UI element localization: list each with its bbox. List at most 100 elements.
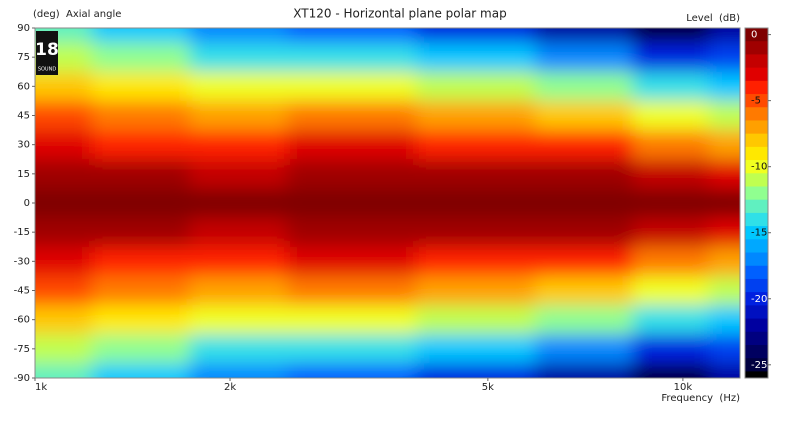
colorbar-band bbox=[745, 278, 768, 293]
heat-cell bbox=[189, 28, 288, 44]
colorbar-tick-label: -15 bbox=[751, 228, 767, 239]
heat-cell bbox=[287, 159, 417, 189]
colorbar-band bbox=[745, 186, 768, 201]
heat-cell bbox=[35, 246, 93, 277]
heat-cell bbox=[35, 275, 93, 306]
colorbar-band bbox=[745, 120, 768, 135]
heat-cell bbox=[535, 28, 634, 44]
colorbar-band bbox=[745, 28, 768, 42]
heat-cell bbox=[92, 71, 191, 102]
heat-cell bbox=[35, 71, 93, 102]
heat-cell bbox=[189, 275, 288, 306]
heat-cell bbox=[632, 42, 710, 73]
heat-cell bbox=[92, 42, 191, 73]
heat-cell bbox=[415, 159, 536, 189]
colorbar-tick-label: -5 bbox=[751, 96, 761, 107]
colorbar-tick-label: -10 bbox=[751, 162, 767, 173]
heat-cell bbox=[189, 159, 288, 189]
colorbar-band bbox=[745, 107, 768, 121]
colorbar-tick-label: -25 bbox=[751, 360, 767, 371]
heat-cell bbox=[92, 217, 191, 248]
heat-cell bbox=[708, 217, 740, 248]
heat-cell bbox=[632, 305, 710, 335]
heat-cell bbox=[632, 28, 710, 44]
heat-cell bbox=[708, 305, 740, 335]
heat-cell bbox=[535, 188, 634, 219]
y-tick-label: 90 bbox=[17, 23, 30, 34]
heat-cell bbox=[92, 28, 191, 44]
x-axis-label: Frequency (Hz) bbox=[661, 393, 740, 404]
colorbar-band bbox=[745, 371, 768, 379]
heat-cell bbox=[92, 188, 191, 219]
logo-number: 18 bbox=[35, 40, 59, 60]
y-tick-label: -30 bbox=[14, 256, 30, 267]
heat-cell bbox=[535, 100, 634, 131]
colorbar-band bbox=[745, 344, 768, 359]
colorbar-band bbox=[745, 305, 768, 320]
colorbar-band bbox=[745, 160, 768, 174]
heat-cell bbox=[708, 159, 740, 189]
y-tick-label: -90 bbox=[14, 373, 30, 384]
heat-cell bbox=[92, 363, 191, 378]
heat-cell bbox=[92, 159, 191, 189]
heat-cell bbox=[415, 100, 536, 131]
heat-cell bbox=[415, 42, 536, 73]
heat-cell bbox=[189, 100, 288, 131]
heat-cell bbox=[415, 363, 536, 378]
heat-cell bbox=[632, 130, 710, 160]
y-tick-label: -60 bbox=[14, 315, 30, 326]
heat-cell bbox=[415, 275, 536, 306]
heat-cell bbox=[632, 217, 710, 248]
colorbar-band bbox=[745, 252, 768, 267]
heat-cell bbox=[415, 71, 536, 102]
y-tick-label: -45 bbox=[14, 286, 30, 297]
heat-cell bbox=[287, 71, 417, 102]
y-tick-label: 75 bbox=[17, 52, 30, 63]
heat-cell bbox=[92, 305, 191, 335]
heat-cell bbox=[92, 100, 191, 131]
heat-cell bbox=[535, 159, 634, 189]
colorbar-band bbox=[745, 199, 768, 214]
heat-cell bbox=[632, 363, 710, 378]
heat-cell bbox=[287, 246, 417, 277]
heat-cell bbox=[189, 130, 288, 160]
heat-cell bbox=[35, 130, 93, 160]
heat-cell bbox=[708, 71, 740, 102]
heat-cell bbox=[189, 217, 288, 248]
heat-cell bbox=[535, 334, 634, 364]
heat-cell bbox=[287, 275, 417, 306]
heat-cell bbox=[708, 188, 740, 219]
heat-cell bbox=[632, 188, 710, 219]
heat-cell bbox=[632, 246, 710, 277]
heat-cell bbox=[287, 28, 417, 44]
heat-cell bbox=[415, 188, 536, 219]
x-tick-label: 1k bbox=[35, 382, 47, 393]
heat-cell bbox=[708, 275, 740, 306]
heat-cell bbox=[35, 217, 93, 248]
heat-cell bbox=[632, 275, 710, 306]
heat-cell bbox=[92, 334, 191, 364]
heat-cell bbox=[189, 42, 288, 73]
heat-cell bbox=[92, 246, 191, 277]
colorbar-band bbox=[745, 67, 768, 82]
heat-cell bbox=[708, 246, 740, 277]
colorbar-band bbox=[745, 54, 768, 69]
heat-cell bbox=[35, 334, 93, 364]
heat-cell bbox=[189, 363, 288, 378]
heat-cell bbox=[35, 100, 93, 131]
heat-cell bbox=[415, 130, 536, 160]
colorbar-band bbox=[745, 318, 768, 333]
colorbar-band bbox=[745, 358, 768, 372]
logo-brand: SOUND bbox=[38, 67, 57, 73]
x-tick-label: 5k bbox=[482, 382, 494, 393]
heat-cell bbox=[35, 159, 93, 189]
heat-cell bbox=[189, 305, 288, 335]
colorbar-band bbox=[745, 94, 768, 108]
heat-cell bbox=[35, 363, 93, 378]
y-tick-label: 0 bbox=[24, 198, 30, 209]
colorbar-band bbox=[745, 239, 768, 254]
heat-cell bbox=[535, 42, 634, 73]
heat-cell bbox=[189, 71, 288, 102]
